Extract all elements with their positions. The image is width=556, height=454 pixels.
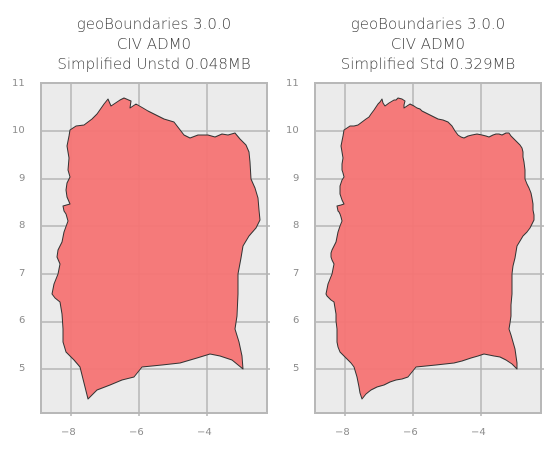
map-plot-area [40, 82, 270, 416]
y-tick-label: 6 [19, 315, 26, 326]
title-line-2: CIV ADM0 [116, 35, 192, 53]
y-tick-label: 10 [12, 125, 25, 136]
title-line-1: geoBoundaries 3.0.0 [76, 15, 232, 33]
panel-title: geoBoundaries 3.0.0 CIV ADM0 Simplified … [314, 14, 542, 74]
title-line-3: Simplified Std 0.329MB [340, 55, 516, 73]
map-svg [42, 84, 270, 416]
y-tick-label: 6 [293, 315, 300, 326]
title-line-1: geoBoundaries 3.0.0 [350, 15, 506, 33]
y-tick-label: 9 [19, 173, 26, 184]
title-line-2: CIV ADM0 [390, 35, 466, 53]
y-tick-label: 11 [286, 78, 299, 89]
y-tick-label: 8 [293, 220, 300, 231]
x-tick-label: −8 [335, 427, 350, 438]
map-panel-unstd: geoBoundaries 3.0.0 CIV ADM0 Simplified … [12, 14, 270, 438]
y-tick-label: 8 [19, 220, 26, 231]
panel-title: geoBoundaries 3.0.0 CIV ADM0 Simplified … [40, 14, 268, 74]
map-svg [316, 84, 544, 416]
title-line-3: Simplified Unstd 0.048MB [57, 55, 251, 73]
map-panel-std: geoBoundaries 3.0.0 CIV ADM0 Simplified … [278, 0, 556, 454]
x-tick-label: −4 [471, 427, 486, 438]
country-boundary-shape [51, 97, 261, 400]
y-tick-label: 5 [19, 363, 26, 374]
y-tick-label: 10 [286, 125, 299, 136]
x-tick-label: −4 [197, 427, 212, 438]
y-tick-label: 11 [12, 78, 25, 89]
x-tick-label: −6 [403, 427, 418, 438]
y-tick-label: 5 [293, 363, 300, 374]
map-plot-area [314, 82, 544, 416]
x-tick-label: −8 [61, 427, 76, 438]
y-tick-label: 9 [293, 173, 300, 184]
y-tick-label: 7 [19, 268, 26, 279]
country-boundary-shape [325, 97, 535, 400]
y-tick-label: 7 [293, 268, 300, 279]
x-tick-label: −6 [129, 427, 144, 438]
